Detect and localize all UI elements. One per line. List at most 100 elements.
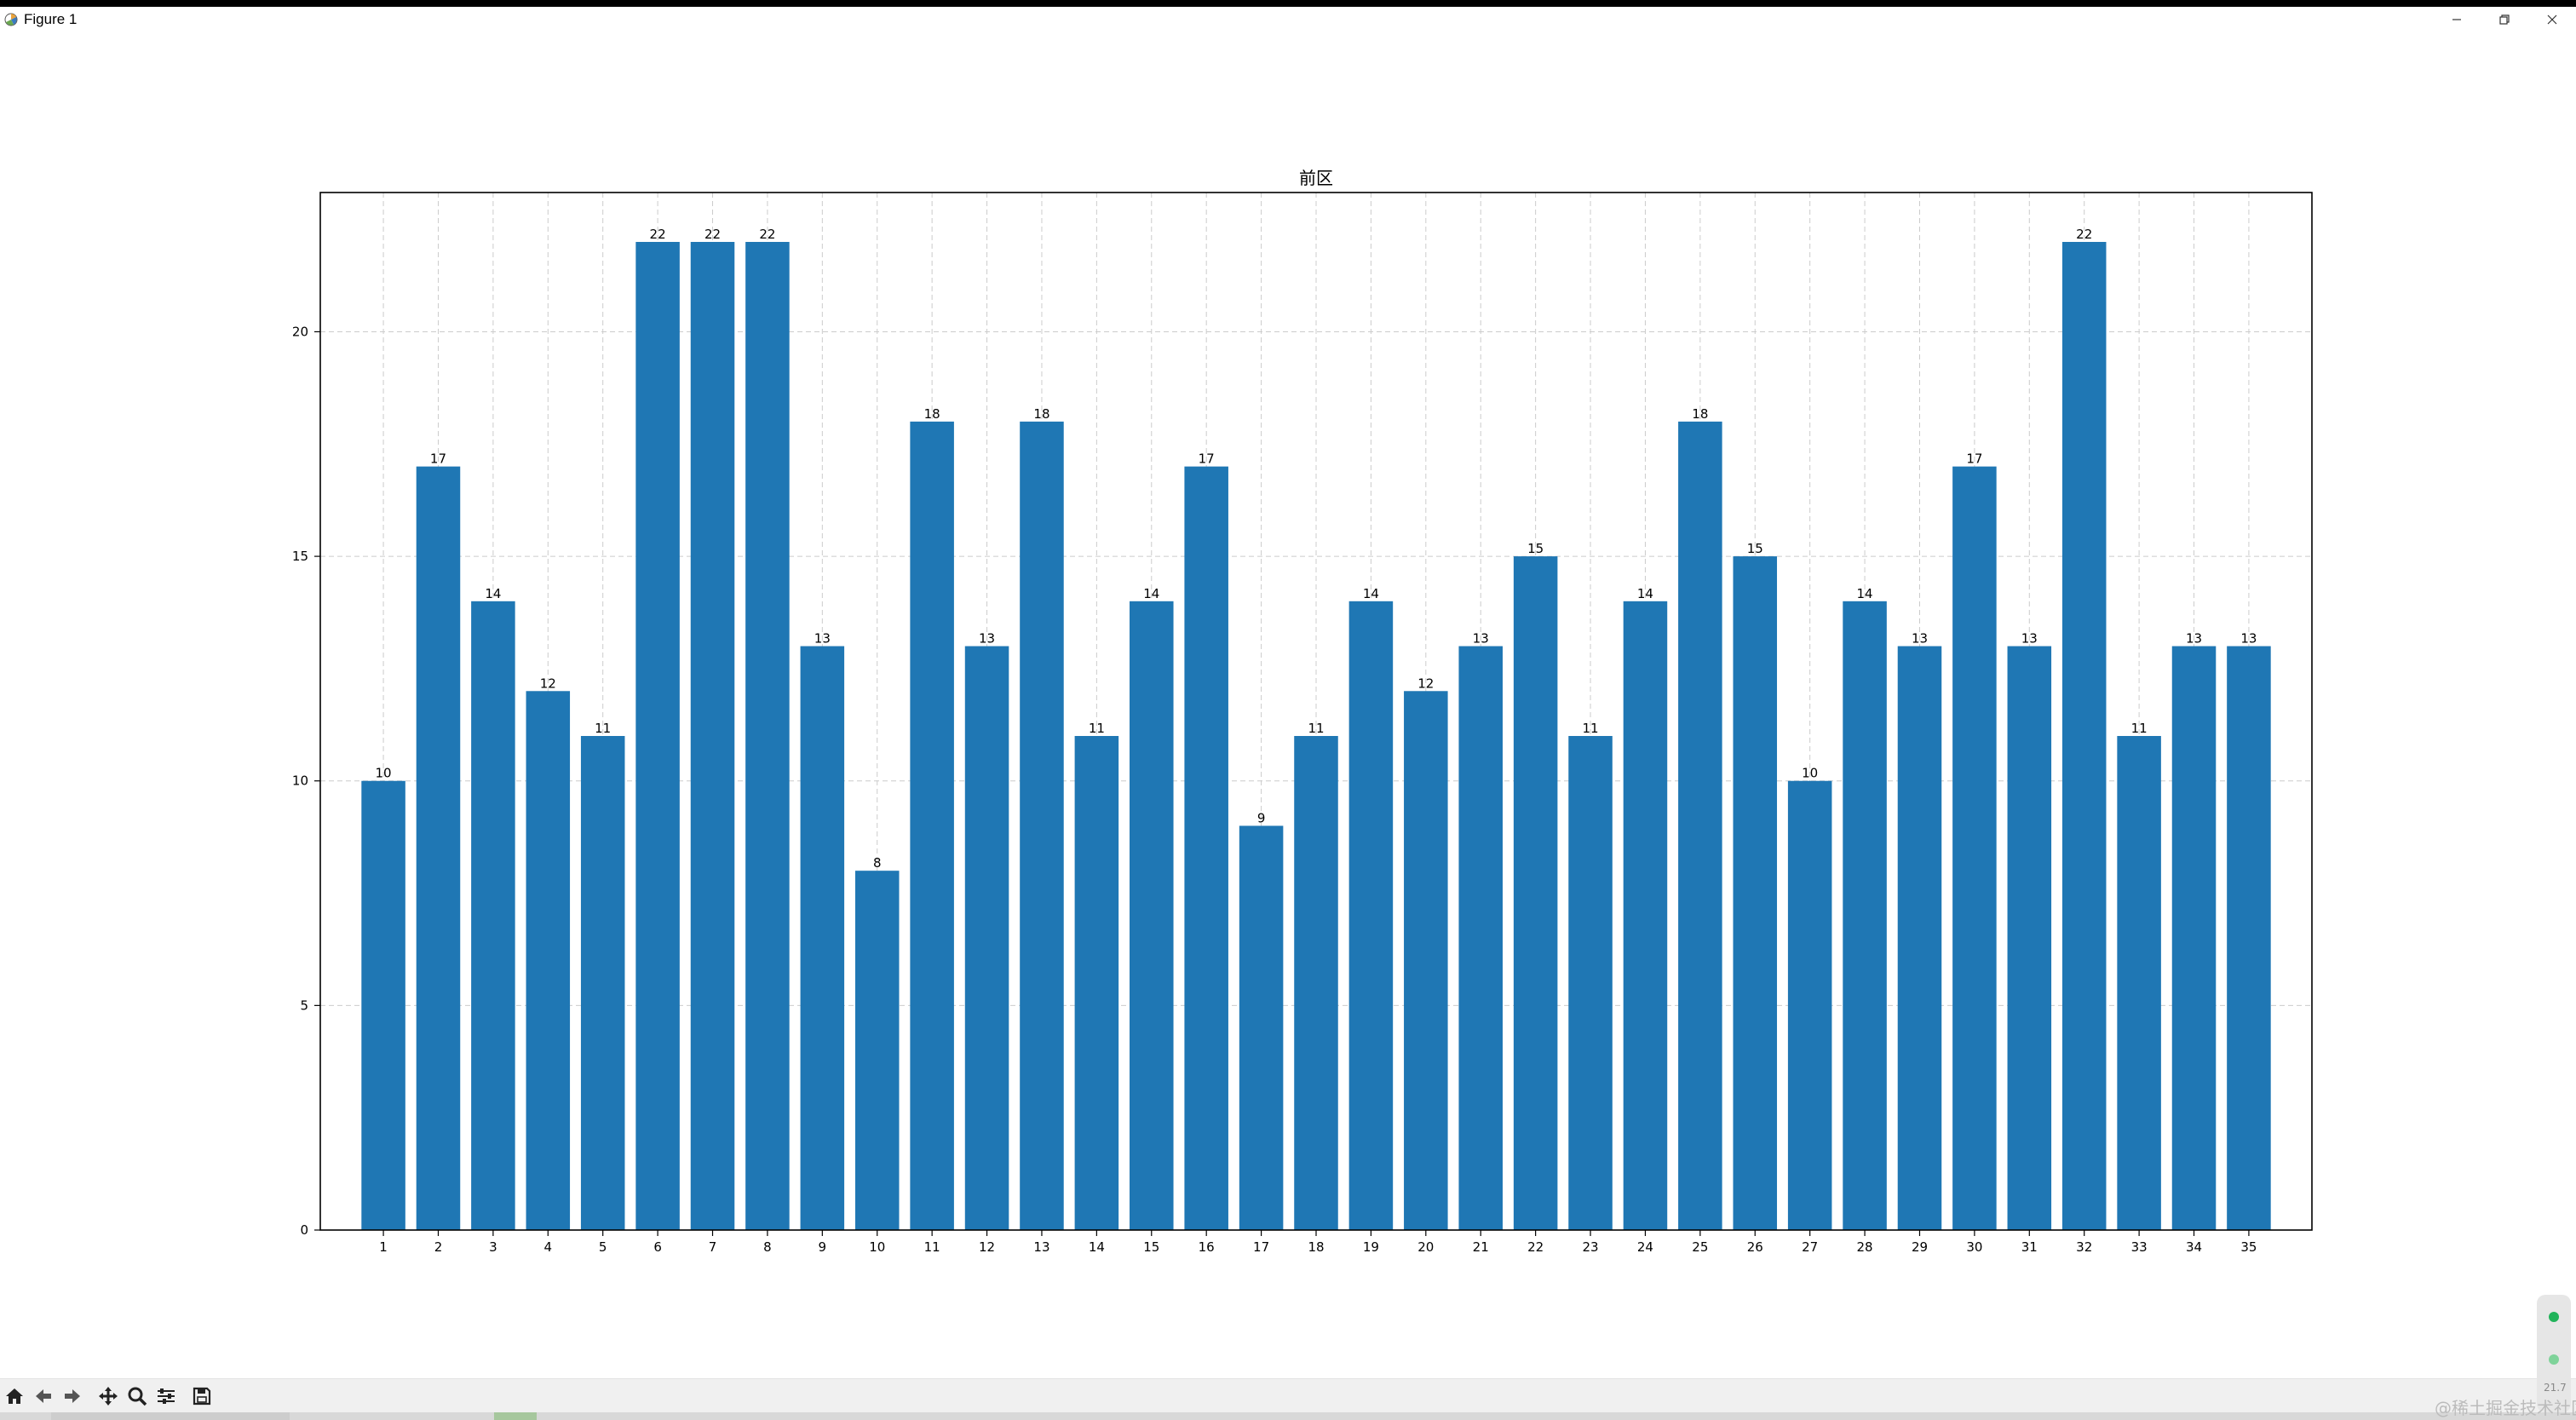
side-widget-label: 21.7: [2544, 1382, 2567, 1394]
save-icon: [193, 1387, 211, 1406]
bar: [1897, 646, 1942, 1230]
x-tick-label: 34: [2186, 1239, 2202, 1255]
bar: [1843, 601, 1887, 1230]
bar: [1952, 466, 1997, 1230]
status-dot-icon: [2549, 1354, 2559, 1365]
home-icon: [6, 1388, 23, 1404]
bar: [800, 646, 845, 1230]
bar-value-label: 18: [1692, 406, 1708, 422]
x-tick-label: 20: [1417, 1239, 1434, 1255]
bar: [1733, 556, 1778, 1230]
bar-value-label: 12: [1417, 676, 1434, 691]
x-tick-label: 6: [653, 1239, 662, 1255]
bar-value-label: 14: [485, 586, 501, 601]
x-tick-label: 16: [1199, 1239, 1215, 1255]
bar: [1787, 780, 1832, 1230]
x-tick-label: 21: [1473, 1239, 1489, 1255]
bar-value-label: 18: [924, 406, 940, 422]
bar: [416, 466, 461, 1230]
bar: [2061, 242, 2107, 1230]
x-tick-label: 2: [434, 1239, 443, 1255]
bar: [1184, 466, 1228, 1230]
window-controls: [2433, 7, 2576, 32]
bar-value-label: 15: [1527, 541, 1544, 556]
bar-value-label: 9: [1257, 810, 1266, 825]
bar-value-label: 11: [1308, 721, 1324, 736]
window-title: Figure 1: [24, 11, 78, 27]
bar-value-label: 11: [1089, 721, 1105, 736]
bar: [580, 736, 625, 1230]
x-tick-label: 12: [979, 1239, 995, 1255]
x-tick-label: 8: [763, 1239, 772, 1255]
bar: [1404, 691, 1448, 1230]
x-tick-label: 1: [379, 1239, 388, 1255]
pan-button[interactable]: [94, 1382, 123, 1411]
bar-value-label: 14: [1637, 586, 1653, 601]
sliders-icon: [158, 1388, 175, 1404]
bar-value-label: 13: [2021, 631, 2038, 647]
close-button[interactable]: [2528, 7, 2576, 32]
zoom-icon: [128, 1387, 147, 1406]
bar: [1130, 601, 1174, 1230]
taskbar-strip: [0, 1412, 2576, 1420]
chart-title: 前区: [1299, 168, 1333, 188]
x-tick-label: 15: [1143, 1239, 1159, 1255]
bar-value-label: 12: [540, 676, 556, 691]
save-button[interactable]: [187, 1382, 216, 1411]
x-tick-label: 13: [1033, 1239, 1049, 1255]
bar-value-label: 22: [2076, 227, 2092, 242]
bar-value-label: 13: [2240, 631, 2257, 647]
bar-value-label: 13: [1473, 631, 1489, 647]
bar-value-label: 22: [759, 227, 775, 242]
x-tick-label: 25: [1692, 1239, 1708, 1255]
home-button[interactable]: [0, 1382, 29, 1411]
move-icon: [99, 1387, 118, 1406]
forward-button[interactable]: [58, 1382, 87, 1411]
x-tick-label: 22: [1527, 1239, 1544, 1255]
x-tick-label: 18: [1308, 1239, 1324, 1255]
minimize-button[interactable]: [2433, 7, 2481, 32]
arrow-left-icon: [36, 1389, 51, 1403]
x-tick-label: 30: [1966, 1239, 1982, 1255]
x-tick-label: 17: [1253, 1239, 1269, 1255]
taskbar-segment-active: [494, 1412, 537, 1420]
bar-value-label: 13: [979, 631, 995, 647]
bar-value-label: 14: [1143, 586, 1159, 601]
y-tick-label: 20: [292, 324, 308, 339]
bar: [635, 242, 680, 1230]
bar-value-label: 13: [814, 631, 831, 647]
bar: [1348, 601, 1394, 1230]
x-tick-label: 35: [2240, 1239, 2257, 1255]
restore-icon: [2499, 14, 2510, 25]
restore-button[interactable]: [2481, 7, 2528, 32]
x-tick-label: 33: [2131, 1239, 2148, 1255]
floating-side-widget[interactable]: 21.7: [2537, 1295, 2571, 1412]
x-tick-label: 9: [819, 1239, 827, 1255]
bar: [1513, 556, 1558, 1230]
back-button[interactable]: [29, 1382, 58, 1411]
y-tick-label: 10: [292, 773, 308, 789]
bar: [910, 421, 954, 1231]
bar-value-label: 13: [2186, 631, 2202, 647]
bar-value-label: 8: [873, 855, 882, 871]
x-tick-label: 26: [1747, 1239, 1763, 1255]
bar-value-label: 10: [1802, 766, 1818, 781]
bar: [2227, 646, 2271, 1230]
bar-value-label: 13: [1912, 631, 1928, 647]
x-tick-label: 23: [1582, 1239, 1598, 1255]
bar: [1294, 736, 1338, 1230]
bar-value-label: 17: [1966, 451, 1982, 467]
bar: [1020, 421, 1064, 1231]
bar: [1678, 421, 1722, 1231]
close-icon: [2547, 14, 2557, 25]
x-tick-label: 5: [599, 1239, 607, 1255]
window-titlebar: Figure 1: [0, 7, 2576, 32]
figure-canvas[interactable]: 10 17 14 12 11 22 22 22 13 8 18 13 18 11 14 17 9 11 14 12 13…: [0, 32, 2576, 1378]
zoom-button[interactable]: [123, 1382, 152, 1411]
x-tick-label: 19: [1363, 1239, 1379, 1255]
x-tick-label: 7: [709, 1239, 717, 1255]
configure-subplots-button[interactable]: [152, 1382, 181, 1411]
bar: [964, 646, 1009, 1230]
x-tick-label: 10: [869, 1239, 885, 1255]
bar-value-label: 22: [704, 227, 721, 242]
